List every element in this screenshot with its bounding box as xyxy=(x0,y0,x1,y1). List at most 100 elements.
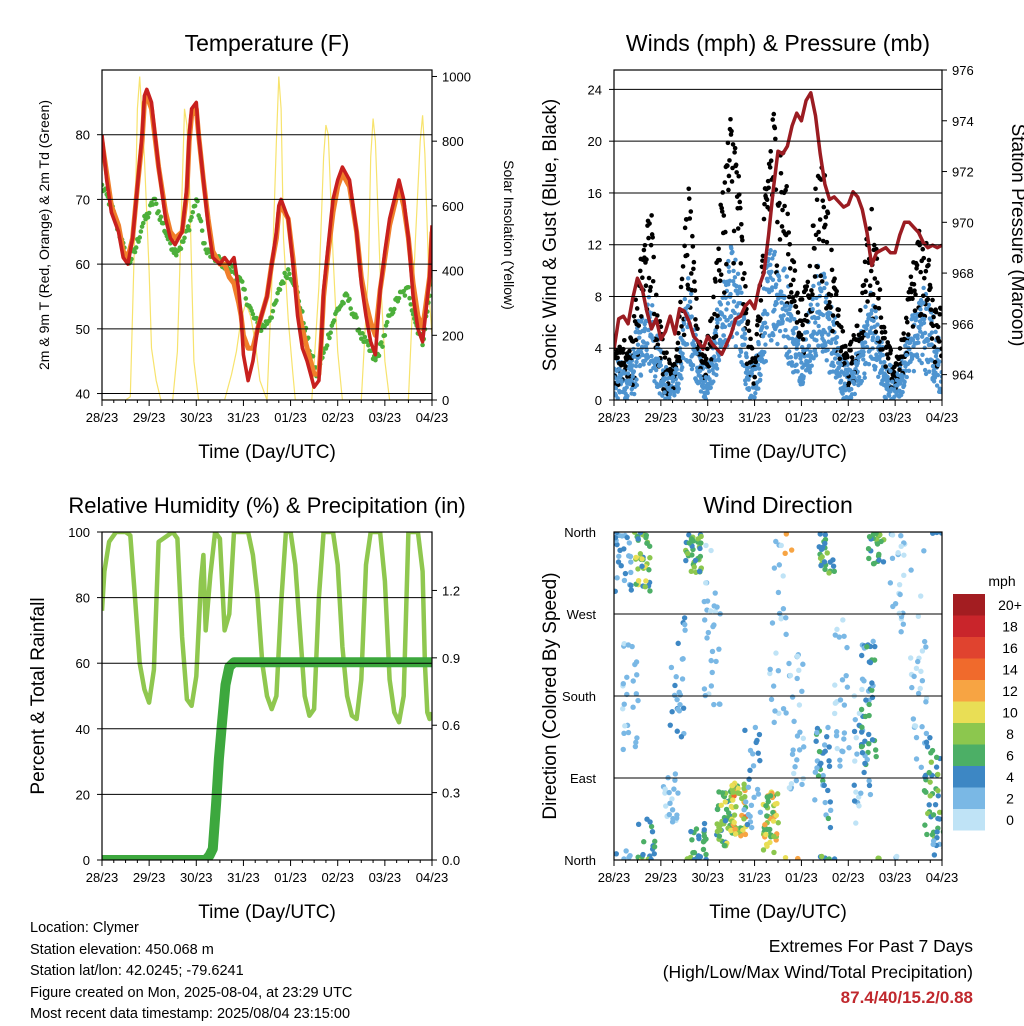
sonic-wind-point xyxy=(801,374,806,379)
direction-point xyxy=(834,745,840,752)
gust-point xyxy=(830,313,836,318)
sonic-wind-point xyxy=(752,395,757,400)
sonic-wind-point xyxy=(618,373,623,379)
sonic-wind-point xyxy=(638,373,644,378)
direction-point xyxy=(755,791,762,797)
gust-point xyxy=(799,297,805,302)
sonic-wind-point xyxy=(781,313,786,318)
gust-point xyxy=(732,145,738,151)
direction-point xyxy=(923,699,929,705)
td-point xyxy=(138,229,144,234)
extremes-box: Extremes For Past 7 Days (High/Low/Max W… xyxy=(663,933,973,1011)
direction-point xyxy=(934,834,940,841)
direction-point xyxy=(671,786,677,792)
direction-point xyxy=(639,563,645,569)
y-tick-label: 0 xyxy=(595,393,602,408)
x-tick-label: 30/23 xyxy=(691,870,724,885)
gust-point xyxy=(680,264,686,269)
sonic-wind-point xyxy=(781,334,787,339)
direction-point xyxy=(919,678,926,684)
direction-point xyxy=(701,686,708,692)
gust-point xyxy=(928,307,934,312)
sonic-wind-point xyxy=(799,353,804,358)
sonic-wind-point xyxy=(763,311,769,316)
direction-point xyxy=(634,735,640,741)
series-relative-humidity xyxy=(102,532,432,725)
gust-point xyxy=(910,296,915,302)
direction-point xyxy=(821,559,828,565)
direction-point xyxy=(923,644,929,650)
direction-point xyxy=(731,819,737,826)
sonic-wind-point xyxy=(787,349,792,354)
td-point xyxy=(376,353,382,359)
gust-point xyxy=(736,173,742,179)
sonic-wind-point xyxy=(634,382,640,388)
gust-point xyxy=(918,269,923,275)
td-point xyxy=(373,357,378,363)
direction-point xyxy=(708,657,714,664)
sonic-wind-point xyxy=(780,306,785,312)
direction-point xyxy=(853,734,859,741)
gust-point xyxy=(869,206,875,212)
gust-point xyxy=(648,284,653,290)
gust-point xyxy=(639,314,644,319)
direction-point xyxy=(915,613,922,619)
direction-point xyxy=(754,786,761,793)
direction-point xyxy=(787,672,794,679)
chart-temperature: Temperature (F) Time (Day/UTC) 2m & 9m T (… xyxy=(36,30,517,463)
direction-point xyxy=(841,633,847,639)
gust-point xyxy=(827,299,832,305)
sonic-wind-point xyxy=(721,333,727,338)
plot-area xyxy=(102,76,432,400)
gust-point xyxy=(641,247,647,253)
td-point xyxy=(136,239,141,244)
td-point xyxy=(189,214,194,220)
direction-point xyxy=(822,748,828,754)
direction-point xyxy=(867,791,874,798)
sonic-wind-point xyxy=(687,299,693,304)
sonic-wind-point xyxy=(929,330,935,335)
sonic-wind-point xyxy=(921,316,927,322)
x-tick-label: 03/23 xyxy=(369,410,402,425)
sonic-wind-point xyxy=(631,346,636,352)
direction-point xyxy=(714,604,720,610)
sonic-wind-point xyxy=(879,367,885,372)
td-point xyxy=(192,203,198,209)
direction-point xyxy=(832,632,838,638)
gust-point xyxy=(867,283,873,289)
sonic-wind-point xyxy=(711,379,716,384)
sonic-wind-point xyxy=(902,379,907,385)
gust-point xyxy=(627,348,632,354)
y-tick-label-right: 0.9 xyxy=(442,651,460,666)
sonic-wind-point xyxy=(868,354,873,359)
direction-point xyxy=(833,733,840,739)
sonic-wind-point xyxy=(772,324,777,330)
y-tick-label: 20 xyxy=(588,134,602,149)
direction-point xyxy=(908,567,914,573)
x-tick-label: 01/23 xyxy=(785,870,818,885)
direction-point xyxy=(771,565,778,571)
direction-point xyxy=(639,556,645,562)
gust-point xyxy=(721,213,727,218)
gust-point xyxy=(849,355,855,360)
gust-point xyxy=(935,324,941,330)
gust-point xyxy=(795,310,801,315)
gust-point xyxy=(820,198,826,203)
direction-point xyxy=(832,682,838,688)
direction-point xyxy=(633,659,640,665)
direction-point xyxy=(752,724,759,731)
gust-point xyxy=(774,263,780,268)
gust-point xyxy=(867,226,872,231)
legend-swatch xyxy=(953,723,985,745)
sonic-wind-point xyxy=(679,376,684,381)
direction-point xyxy=(921,638,928,645)
direction-point xyxy=(775,820,781,826)
direction-point xyxy=(774,791,781,797)
plot-area xyxy=(614,532,942,860)
gust-point xyxy=(662,355,668,360)
legend-swatch xyxy=(953,680,985,702)
x-tick-label: 04/23 xyxy=(926,870,959,885)
extremes-title: Extremes For Past 7 Days xyxy=(768,936,973,956)
direction-point xyxy=(780,573,786,579)
